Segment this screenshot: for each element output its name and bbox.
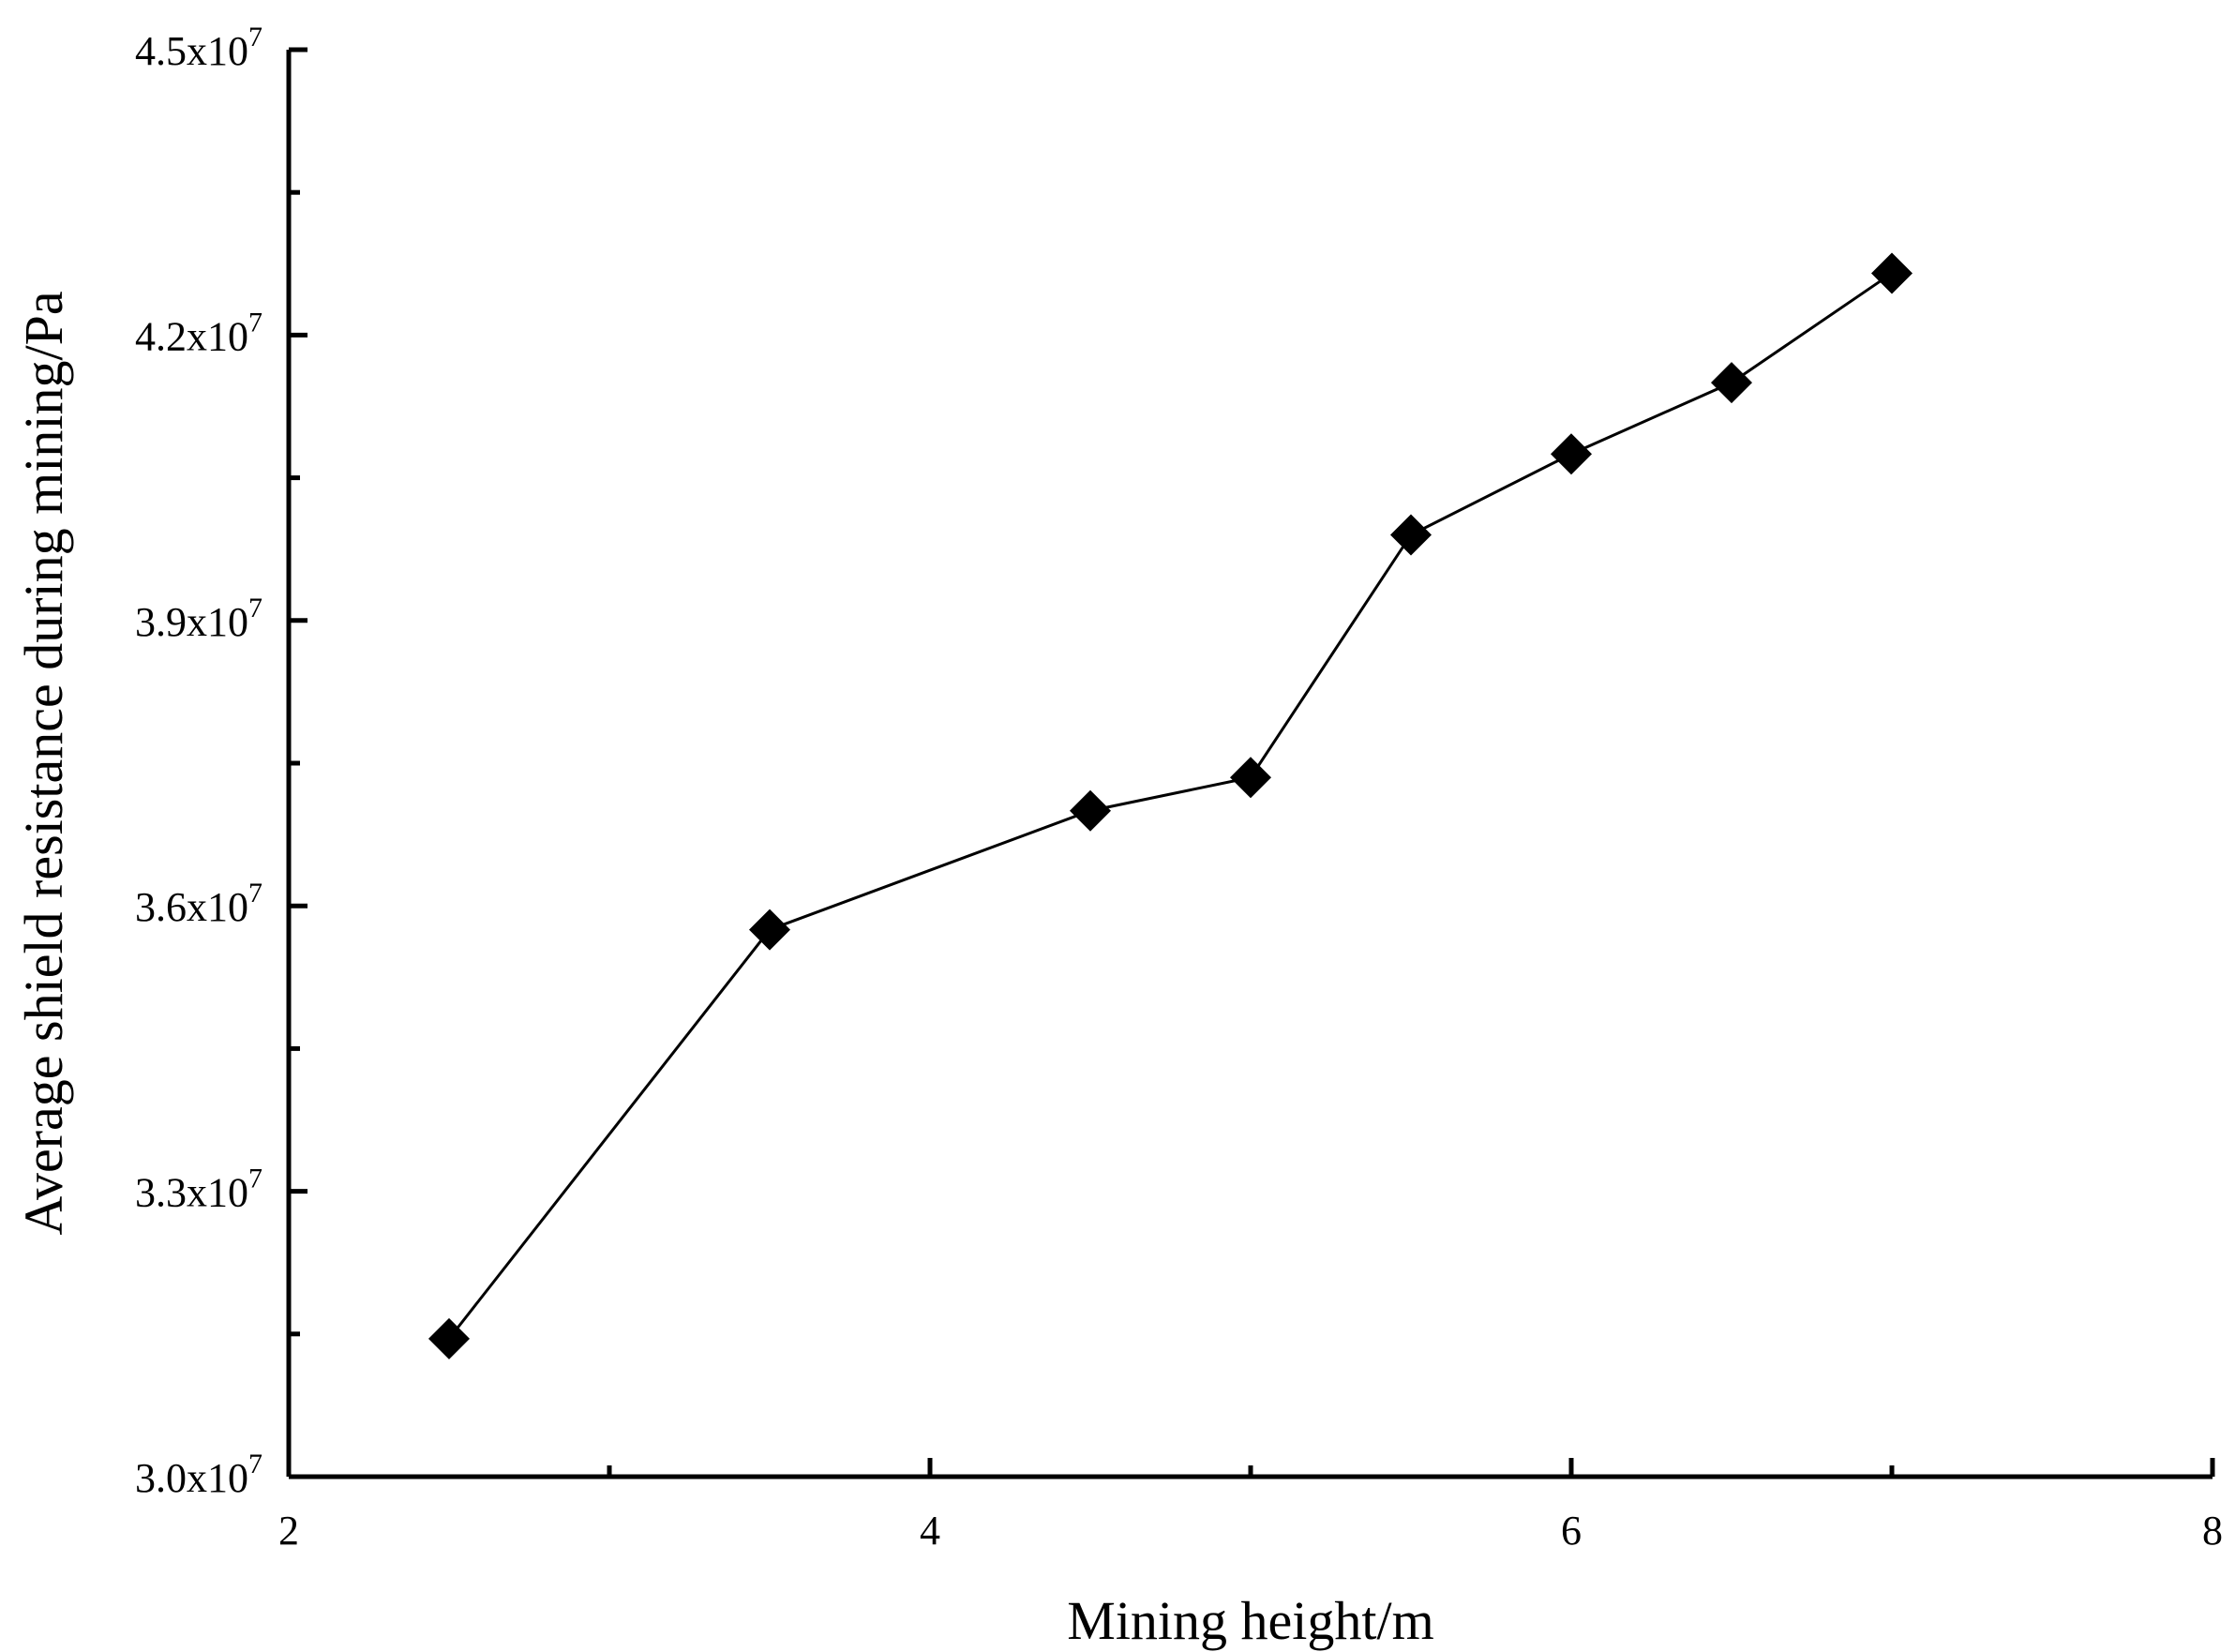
series-line xyxy=(447,272,1893,1340)
x-axis-title: Mining height/m xyxy=(1067,1590,1434,1651)
data-point xyxy=(1711,362,1752,404)
y-tick-label: 3.9x107 xyxy=(135,593,262,645)
data-point xyxy=(749,909,790,951)
x-tick-label: 8 xyxy=(2202,1508,2223,1554)
y-tick-label: 3.0x107 xyxy=(135,1449,262,1501)
data-point xyxy=(1871,252,1912,294)
y-tick-label: 4.2x107 xyxy=(135,307,262,359)
data-point xyxy=(1551,433,1592,475)
x-tick-label: 2 xyxy=(278,1508,299,1554)
series xyxy=(428,252,1912,1359)
data-point xyxy=(1230,757,1271,799)
y-tick-label: 4.5x107 xyxy=(135,22,262,74)
y-tick-label: 3.6x107 xyxy=(135,878,262,930)
x-tick-label: 4 xyxy=(920,1508,940,1554)
x-ticks: 2 4 6 8 xyxy=(278,1458,2223,1554)
x-tick-label: 6 xyxy=(1561,1508,1582,1554)
y-axis-title: Average shield resistance during mining/… xyxy=(13,291,74,1235)
data-point xyxy=(1390,514,1432,556)
data-point xyxy=(1070,789,1111,832)
y-tick-label: 3.3x107 xyxy=(135,1164,262,1216)
y-ticks: 3.0x107 3.3x107 3.6x107 3.9x107 4.2x107 4.5x1… xyxy=(135,22,308,1501)
data-point xyxy=(428,1317,470,1359)
